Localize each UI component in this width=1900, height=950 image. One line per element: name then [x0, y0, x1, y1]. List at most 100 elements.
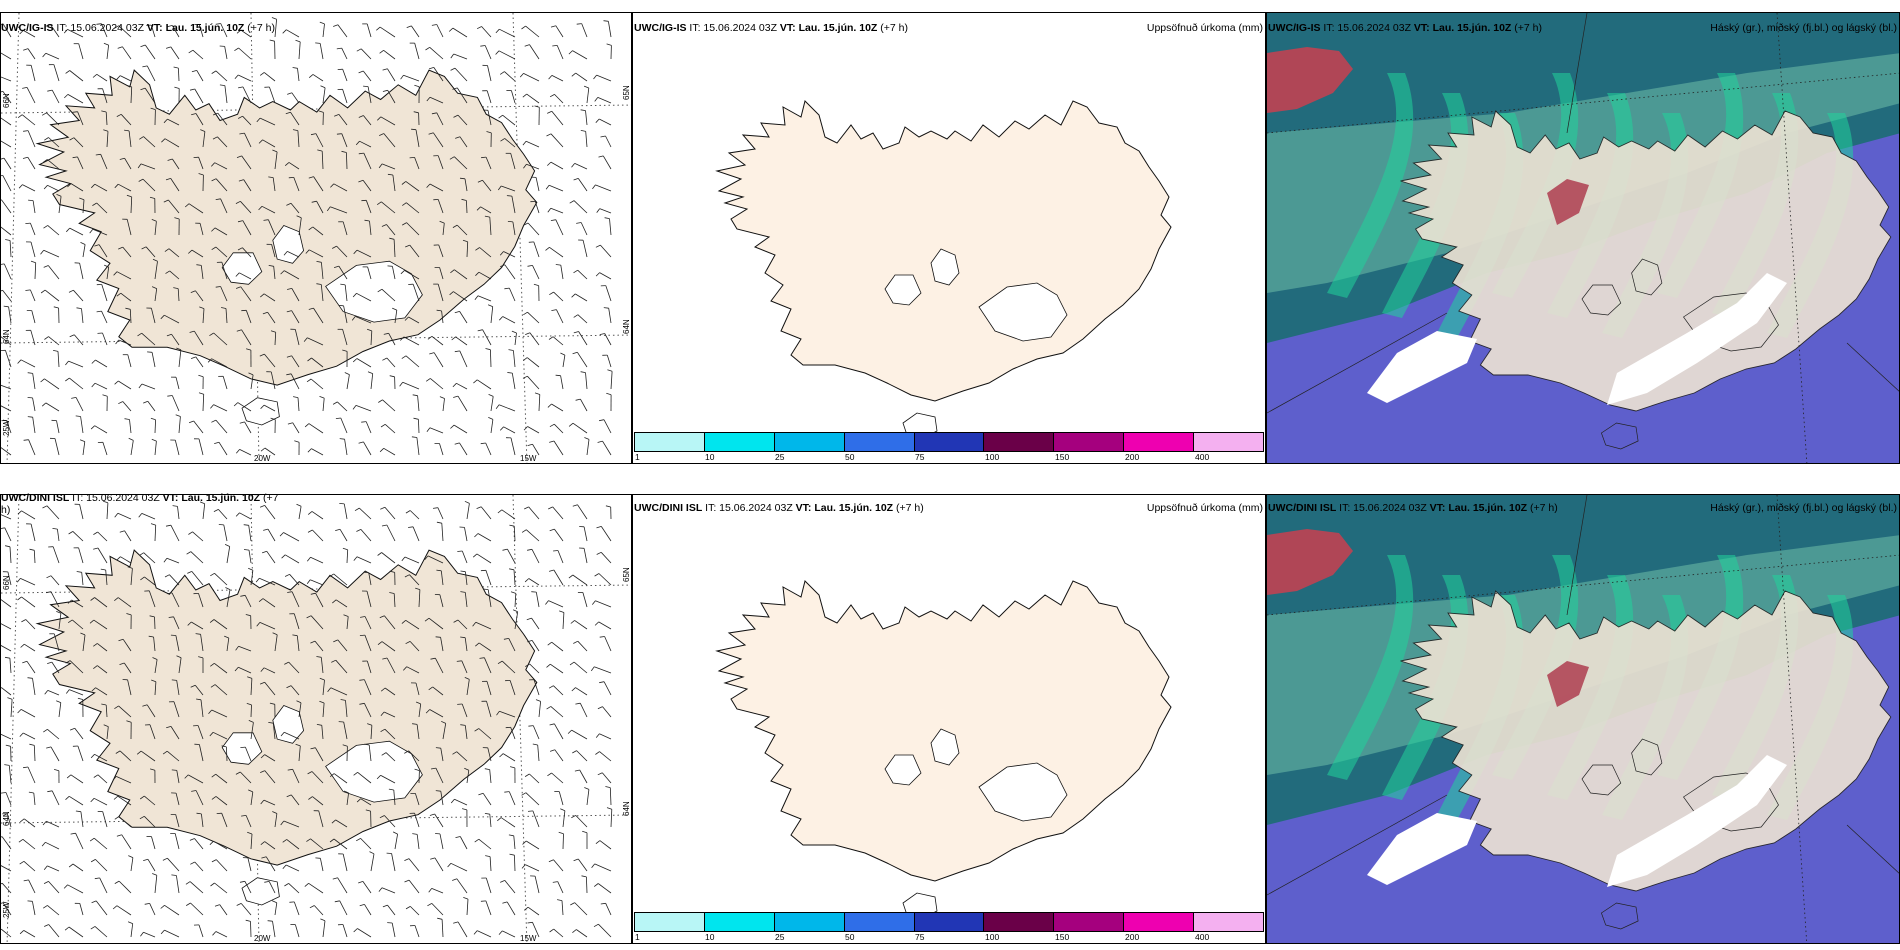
- wind-barb-flag: [527, 548, 533, 551]
- wind-barb-flag: [167, 158, 173, 161]
- wind-barb: [95, 359, 108, 368]
- wind-barb-flag: [365, 809, 371, 812]
- wind-barb: [557, 881, 564, 894]
- wind-barb: [1, 336, 12, 346]
- wind-barb-flag: [151, 286, 157, 289]
- wind-barb: [47, 865, 60, 872]
- wind-barb: [1, 117, 12, 126]
- wind-barb-flag: [464, 677, 470, 680]
- wind-barb-flag: [76, 307, 82, 309]
- wind-barb: [408, 316, 420, 324]
- wind-barb-flag: [354, 507, 360, 512]
- wind-barb: [143, 931, 156, 938]
- wind-barb: [286, 839, 300, 850]
- wind-barb: [431, 888, 444, 894]
- wind-barb-flag: [524, 44, 530, 47]
- wind-barb-flag: [522, 375, 528, 379]
- glacier-outline: [1600, 422, 1639, 450]
- wind-barb: [310, 615, 324, 630]
- wind-barb: [392, 174, 396, 192]
- wind-barb: [320, 657, 324, 674]
- wind-barb-flag: [210, 662, 215, 667]
- wind-barb-flag: [427, 335, 433, 340]
- wind-barb: [198, 157, 204, 170]
- wind-barb: [384, 615, 396, 630]
- wind-barb: [173, 616, 180, 630]
- wind-barb-flag: [557, 899, 563, 901]
- wind-barb-flag: [112, 905, 118, 910]
- wind-barb-flag: [580, 109, 586, 111]
- wind-barb: [513, 526, 516, 542]
- wind-barb-flag: [79, 197, 85, 201]
- wind-barb-flag: [392, 307, 397, 311]
- wind-barb-flag: [175, 414, 181, 417]
- wind-barb-flag: [593, 923, 599, 928]
- wind-barb: [386, 657, 396, 674]
- wind-barb: [154, 419, 156, 434]
- wind-barb-flag: [41, 402, 47, 407]
- wind-barb-flag: [305, 249, 310, 254]
- wind-barb: [362, 180, 372, 192]
- wind-barb: [597, 883, 612, 894]
- wind-barb-flag: [190, 290, 196, 293]
- wind-barb: [1, 928, 12, 938]
- wind-barb: [321, 725, 324, 740]
- wind-barb: [1, 226, 12, 236]
- wind-barb: [572, 574, 588, 586]
- wind-barb: [238, 645, 252, 652]
- wind-barb-flag: [237, 220, 243, 223]
- wind-barb: [379, 26, 396, 38]
- wind-barb-flag: [343, 614, 349, 617]
- wind-barb-flag: [452, 224, 458, 228]
- wind-barb-flag: [90, 597, 95, 601]
- wind-barb: [102, 811, 108, 828]
- wind-barb-flag: [151, 219, 157, 222]
- wind-barb: [342, 329, 348, 346]
- wind-barb-flag: [90, 754, 95, 759]
- wind-barb-flag: [597, 440, 603, 443]
- wind-barb: [129, 419, 132, 434]
- wind-barb: [297, 397, 300, 412]
- wind-barb-flag: [379, 615, 385, 619]
- wind-barb-flag: [472, 553, 478, 558]
- wind-barb-flag: [215, 198, 221, 200]
- wind-barb-flag: [93, 643, 98, 647]
- wind-barb-flag: [150, 417, 156, 421]
- wind-barb: [265, 856, 276, 872]
- wind-barb: [259, 577, 276, 586]
- wind-barb: [513, 569, 516, 586]
- wind-barb-flag: [171, 769, 177, 771]
- wind-barb-flag: [117, 46, 123, 49]
- wind-barb: [56, 420, 60, 434]
- wind-barb: [342, 924, 348, 938]
- wind-barb-flag: [214, 441, 220, 444]
- wind-barb-flag: [42, 52, 47, 58]
- wind-barb-flag: [171, 874, 177, 876]
- wind-barb: [442, 223, 445, 236]
- wind-barb-flag: [269, 702, 275, 705]
- wind-barb: [475, 621, 492, 630]
- wind-barb-flag: [488, 417, 494, 420]
- wind-barb: [391, 922, 396, 938]
- wind-barb: [1, 882, 12, 894]
- wind-barb: [531, 640, 540, 652]
- wind-barb: [224, 46, 228, 60]
- wind-barb: [476, 379, 492, 390]
- wind-barb: [51, 790, 60, 806]
- wind-barb: [437, 507, 444, 520]
- wind-barb-flag: [594, 621, 599, 626]
- wind-barb-flag: [258, 139, 263, 144]
- wind-barb-flag: [295, 39, 301, 43]
- wind-barb: [32, 373, 36, 390]
- wind-barb-flag: [377, 116, 382, 121]
- wind-barb-flag: [46, 746, 52, 749]
- wind-barb: [580, 222, 588, 236]
- wind-barb: [573, 200, 588, 214]
- wind-barb-flag: [213, 509, 219, 512]
- wind-barb: [527, 426, 540, 434]
- wind-barb: [191, 621, 204, 630]
- wind-barb: [429, 183, 444, 192]
- wind-barb: [554, 94, 564, 104]
- wind-barb-flag: [358, 179, 364, 183]
- wind-barb: [574, 293, 588, 302]
